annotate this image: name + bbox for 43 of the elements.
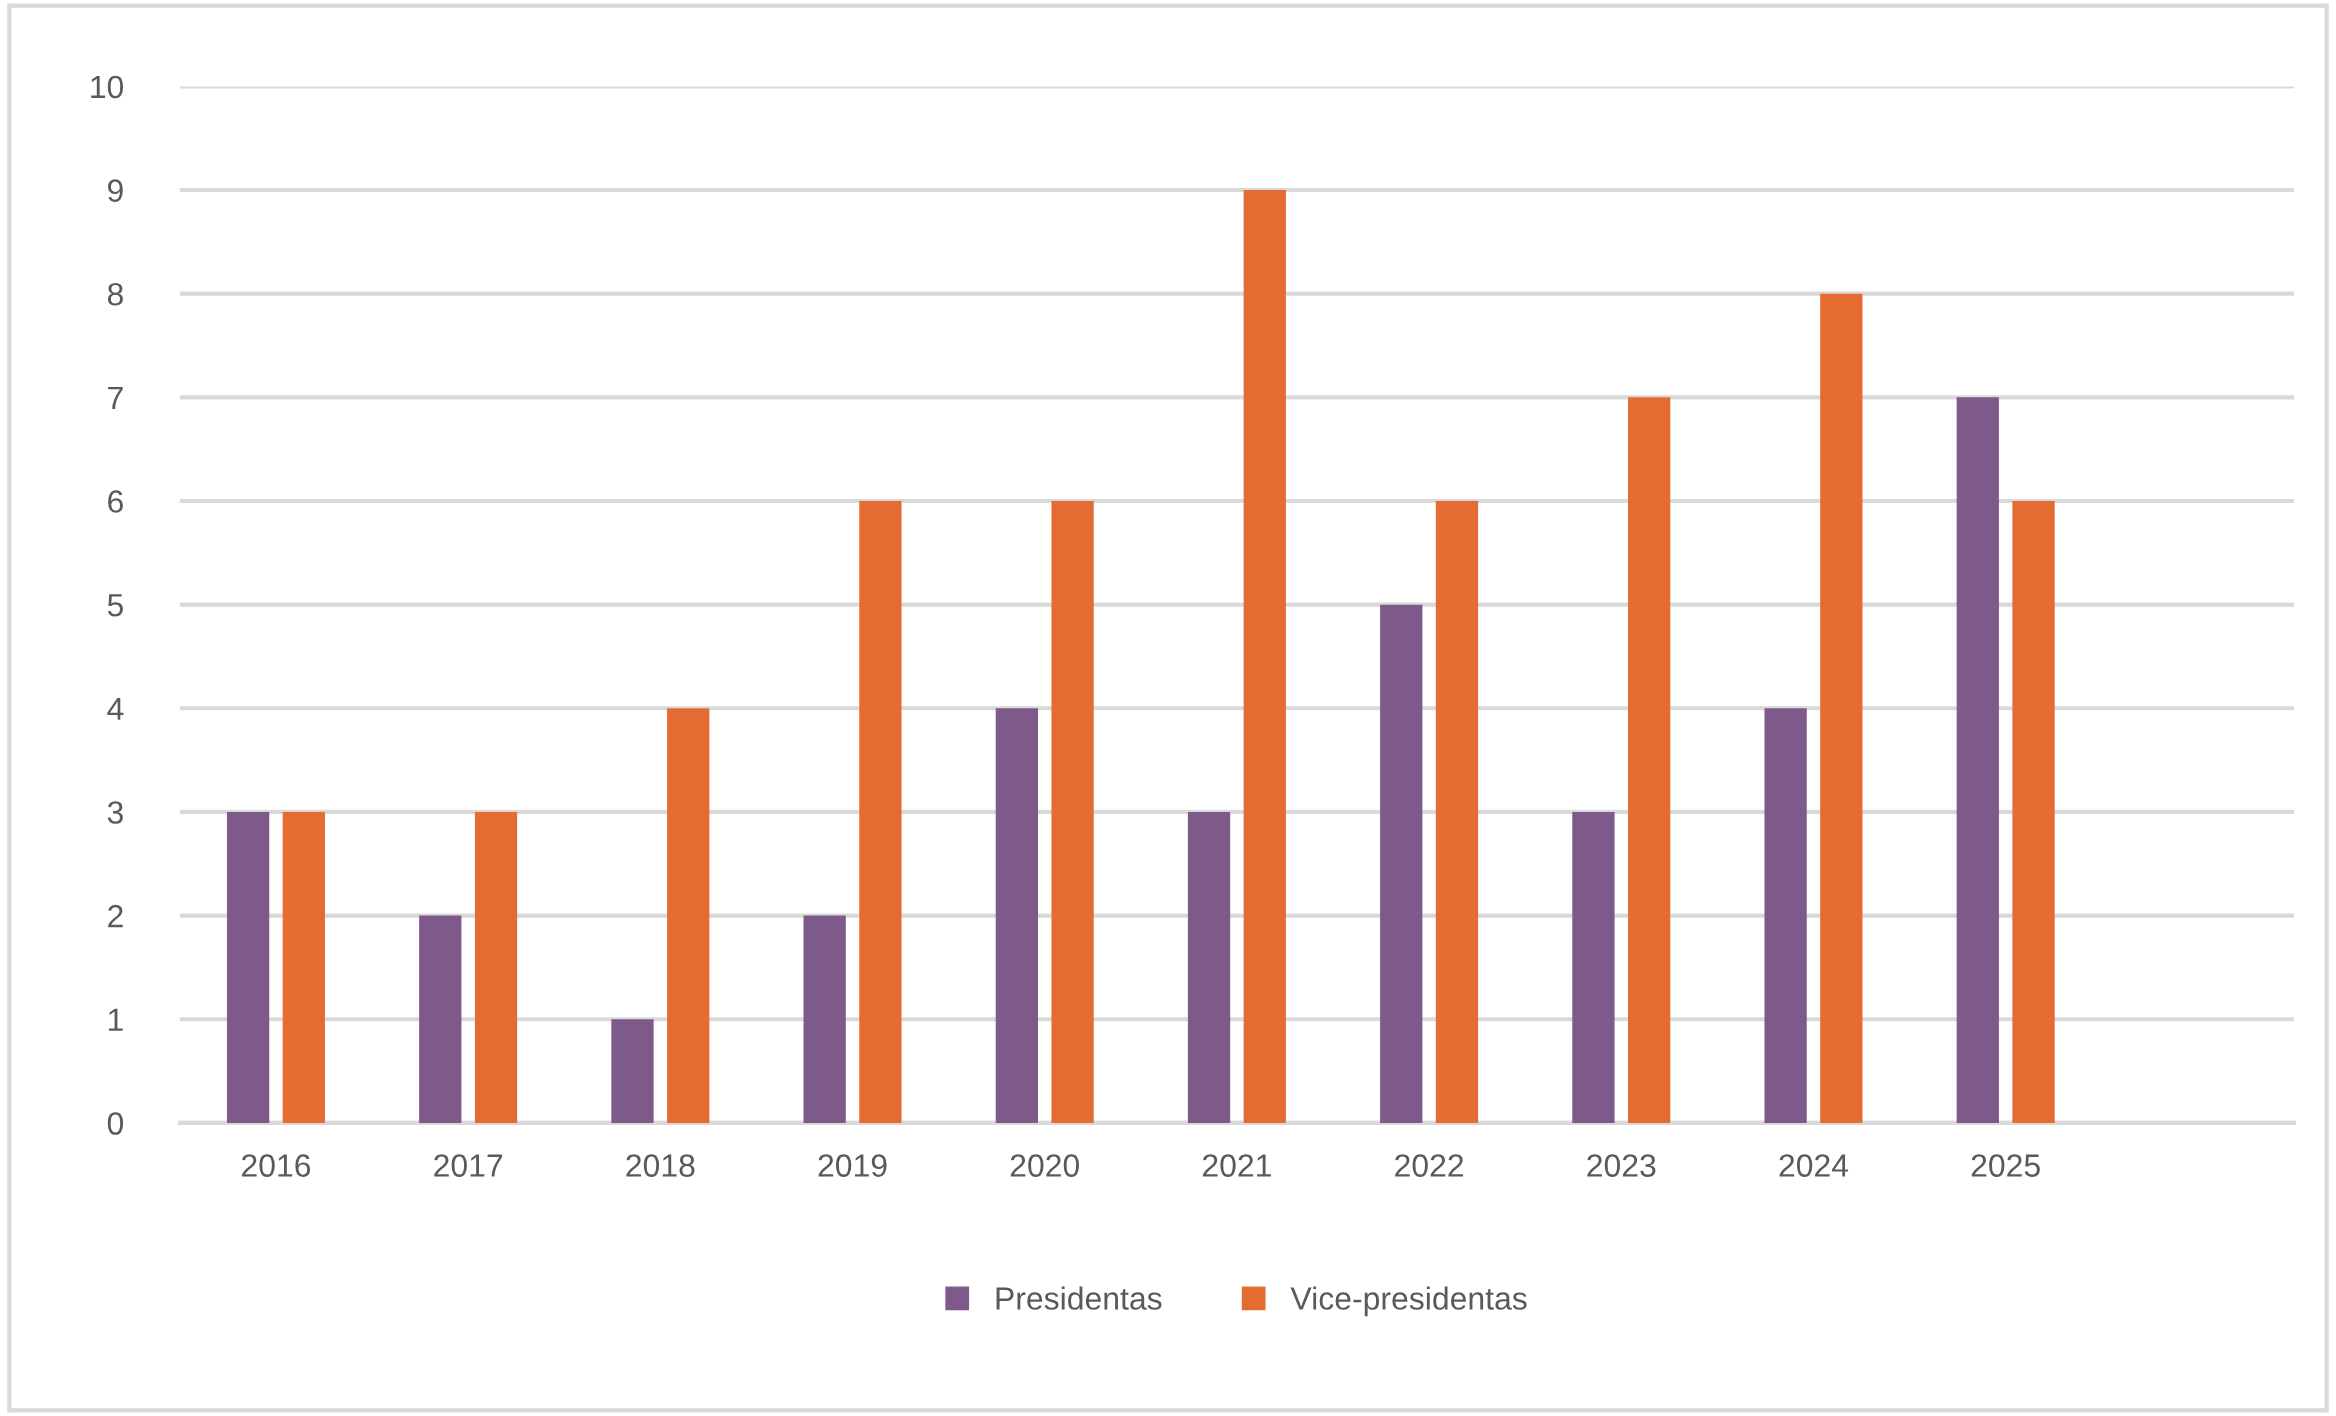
bar [995,708,1038,1123]
bar [1380,604,1423,1123]
bar [2012,500,2055,1123]
bar [1820,293,1863,1123]
x-tick-label: 2022 [1395,1154,1464,1177]
x-tick-label: 2023 [1587,1154,1656,1177]
x-tick-label: 2018 [626,1154,695,1177]
y-tick-label: 10 [91,75,124,99]
bar [1572,811,1615,1123]
x-tick-label: 2020 [1010,1154,1080,1177]
x-tick-label: 2016 [242,1154,311,1177]
bar [803,915,846,1123]
x-tick-label: 2017 [434,1154,503,1177]
y-tick-label: 9 [108,179,123,202]
x-tick-label: 2025 [1971,1154,2040,1177]
x-tick-label: 2024 [1779,1154,1849,1177]
y-tick-label: 0 [107,1112,124,1135]
bar [474,811,518,1123]
y-tick-label: 7 [108,386,123,409]
y-tick-label: 6 [108,490,123,513]
bar [1243,190,1286,1123]
y-tick-label: 4 [107,697,124,720]
x-tick-label: 2019 [818,1154,887,1177]
y-tick-label: 8 [107,282,123,306]
bar [419,915,462,1123]
x-tick-label: 2021 [1202,1154,1271,1177]
bar [1435,500,1479,1123]
legend-label: Vice-presidentas [1290,1286,1527,1317]
y-tick-label: 1 [108,1008,123,1031]
bar [282,811,325,1123]
bar [1051,500,1094,1123]
bar [1764,708,1807,1123]
bar [667,708,710,1123]
bar [1956,397,1999,1123]
bar [1628,397,1671,1123]
bar [226,811,270,1123]
y-tick-label: 3 [107,801,123,824]
y-tick-label: 2 [108,904,123,928]
bar [1187,811,1231,1123]
legend-label: Presidentas [996,1286,1162,1310]
bar [611,1019,654,1123]
bar [859,500,902,1123]
y-tick-label: 5 [107,594,123,617]
